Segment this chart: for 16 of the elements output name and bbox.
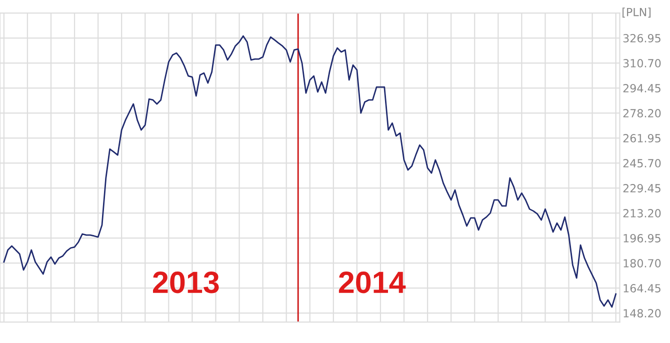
y-tick-label: 196.95 [624, 234, 660, 242]
annotation: 2013 [153, 272, 219, 294]
y-tick-label: 326.95 [623, 34, 660, 42]
y-tick-label: 229.45 [623, 184, 660, 192]
y-axis-title: [PLN] [622, 8, 651, 18]
annotation: 2014 [338, 272, 406, 294]
y-tick-label: 294.45 [623, 84, 660, 92]
y-tick-label: 310.70 [623, 59, 661, 68]
y-tick-label: 180.70 [624, 259, 661, 268]
y-tick-label: 261.95 [623, 134, 660, 142]
y-tick-label: 148.20 [624, 309, 661, 318]
y-tick-label: 278.20 [623, 109, 661, 118]
y-tick-label: 164.45 [624, 284, 660, 292]
y-tick-label: 245.70 [623, 159, 661, 168]
line-series [3, 35, 617, 308]
y-tick-label: 213.20 [623, 209, 661, 218]
